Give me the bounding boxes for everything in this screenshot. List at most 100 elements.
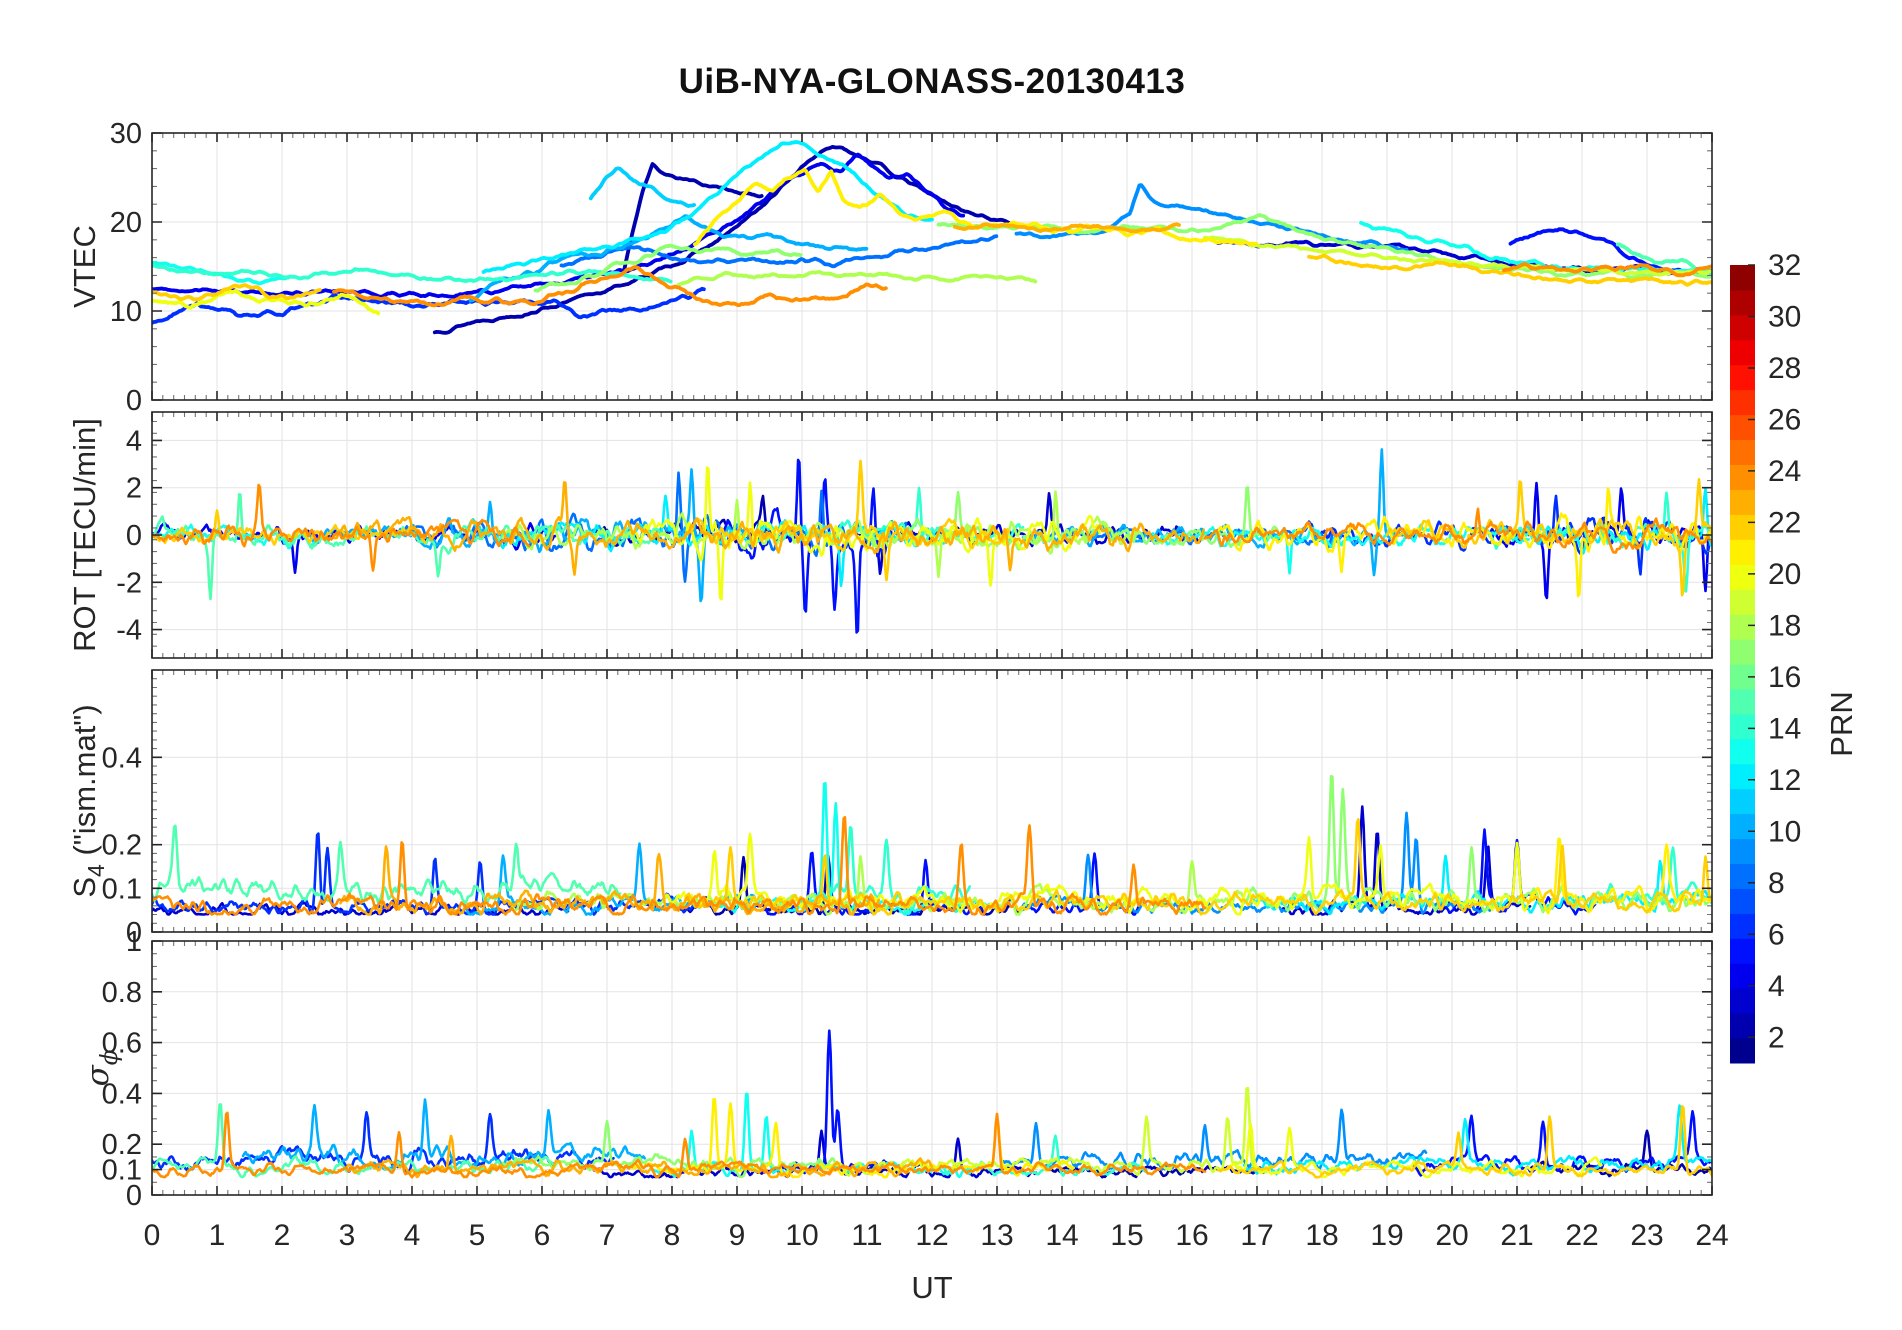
panel-ROT: -4 -2 0 2 4 ROT [TECU/min] — [67, 411, 1713, 659]
series-group-ROT — [152, 448, 1712, 634]
series-prn-6 — [152, 1111, 615, 1175]
colorbar-segment — [1730, 589, 1755, 615]
series-prn-15 — [152, 493, 661, 601]
y-tick-label: 0.8 — [102, 977, 142, 1009]
colorbar-tick-label: 14 — [1768, 712, 1801, 745]
colorbar-segment — [1730, 788, 1755, 815]
x-tick-label: 1 — [209, 1219, 226, 1252]
colorbar-tick-label: 24 — [1768, 455, 1801, 488]
colorbar-tick-label: 4 — [1768, 970, 1785, 1003]
panel-border — [151, 132, 1713, 401]
panel-S4: 0 0.1 0.2 0.4S4 ("ism.mat") — [67, 669, 1713, 949]
x-tick-label: 8 — [664, 1219, 681, 1252]
series-prn-2 — [432, 144, 1024, 335]
y-tick-label: 0.2 — [102, 1129, 142, 1161]
y-axis-label-VTEC: VTEC — [67, 225, 102, 308]
series-prn-23 — [345, 1134, 934, 1179]
y-tick-label: 0 — [126, 917, 142, 949]
colorbar-segment — [1730, 265, 1755, 291]
y-tick-label: 4 — [126, 425, 142, 457]
y-tick-label: 10 — [110, 296, 142, 328]
colorbar-tick-label: 22 — [1768, 506, 1801, 539]
colorbar-segment — [1730, 289, 1755, 316]
series-prn-22 — [690, 459, 1011, 582]
x-tick-label: 9 — [729, 1219, 746, 1252]
series-prn-22 — [1216, 1105, 1712, 1179]
y-tick-label: 0 — [126, 520, 142, 552]
x-tick-label: 23 — [1630, 1219, 1663, 1252]
panel-VTEC: 0 10 20 30 VTEC — [67, 118, 1713, 417]
colorbar-segment — [1730, 838, 1755, 864]
series-prn-22 — [1307, 253, 1712, 287]
y-tick-label: 0.4 — [102, 1078, 142, 1110]
x-tick-label: 18 — [1305, 1219, 1338, 1252]
colorbar-segment — [1730, 1038, 1755, 1064]
panel-border — [151, 411, 1713, 659]
colorbar-segment — [1730, 988, 1755, 1014]
y-tick-label: 1 — [126, 926, 142, 958]
y-tick-label: -4 — [116, 615, 142, 647]
y-tick-label: 20 — [110, 207, 142, 239]
series-group-S4 — [152, 774, 1712, 916]
series-prn-10 — [241, 1098, 647, 1171]
series-prn-12 — [481, 140, 934, 274]
y-axis-label-sigma-phi: σϕ — [80, 1049, 123, 1086]
panel-border — [151, 940, 1713, 1196]
grid-lines — [152, 941, 1712, 1195]
x-tick-label: 24 — [1695, 1219, 1728, 1252]
x-tick-label: 0 — [144, 1219, 161, 1252]
colorbar-tick-label: 12 — [1768, 764, 1801, 797]
colorbar-tick-label: 30 — [1768, 301, 1801, 334]
colorbar-tick-label: 18 — [1768, 609, 1801, 642]
y-tick-label: 0.6 — [102, 1028, 142, 1060]
x-tick-label: 20 — [1435, 1219, 1468, 1252]
series-prn-24 — [152, 483, 531, 572]
colorbar-segment — [1730, 439, 1755, 465]
series-group-sigma-phi — [152, 1029, 1712, 1179]
series-prn-22 — [1385, 477, 1712, 597]
colorbar-segment — [1730, 888, 1755, 914]
colorbar-segment — [1730, 339, 1755, 366]
y-tick-label: 0.1 — [102, 873, 142, 905]
colorbar-segment — [1730, 464, 1755, 490]
y-tick-label: 0.4 — [102, 742, 142, 774]
series-prn-9 — [1021, 811, 1493, 915]
chart-title: UiB-NYA-GLONASS-20130413 — [678, 62, 1186, 101]
series-prn-5 — [781, 1029, 888, 1175]
colorbar-tick-label: 26 — [1768, 404, 1801, 437]
series-prn-24 — [1502, 262, 1712, 278]
series-prn-8 — [559, 234, 999, 269]
x-tick-label: 10 — [785, 1219, 818, 1252]
series-prn-12 — [1242, 1104, 1712, 1177]
x-tick-label: 17 — [1240, 1219, 1273, 1252]
colorbar-tick-label: 28 — [1768, 352, 1801, 385]
series-prn-23 — [332, 481, 1205, 576]
series-prn-24 — [332, 265, 888, 308]
grid-lines — [152, 670, 1712, 932]
minor-ticks — [152, 412, 1712, 659]
y-tick-label: -2 — [116, 567, 142, 599]
series-prn-20 — [631, 466, 1101, 601]
colorbar-segment — [1730, 314, 1755, 341]
series-prn-14 — [1489, 491, 1712, 593]
colorbar-tick-label: 10 — [1768, 815, 1801, 848]
series-prn-11 — [588, 166, 696, 209]
series-prn-18 — [676, 269, 1038, 287]
x-tick-label: 6 — [534, 1219, 551, 1252]
series-prn-24 — [1203, 507, 1712, 554]
panel-sigma-phi: 00.10.2 0.4 0.6 0.8 1 σϕ — [80, 926, 1713, 1212]
colorbar-segment — [1730, 813, 1755, 840]
series-prn-14 — [794, 825, 972, 914]
colorbar-segment — [1730, 713, 1755, 740]
series-prn-22 — [683, 817, 1712, 916]
x-tick-label: 7 — [599, 1219, 616, 1252]
x-tick-label: 16 — [1175, 1219, 1208, 1252]
series-prn-17 — [533, 243, 803, 293]
y-tick-label: 0 — [126, 385, 142, 417]
colorbar-tick-label: 6 — [1768, 918, 1785, 951]
series-prn-24 — [152, 815, 1207, 916]
x-tick-label: 2 — [274, 1219, 291, 1252]
colorbar-segment — [1730, 614, 1755, 640]
